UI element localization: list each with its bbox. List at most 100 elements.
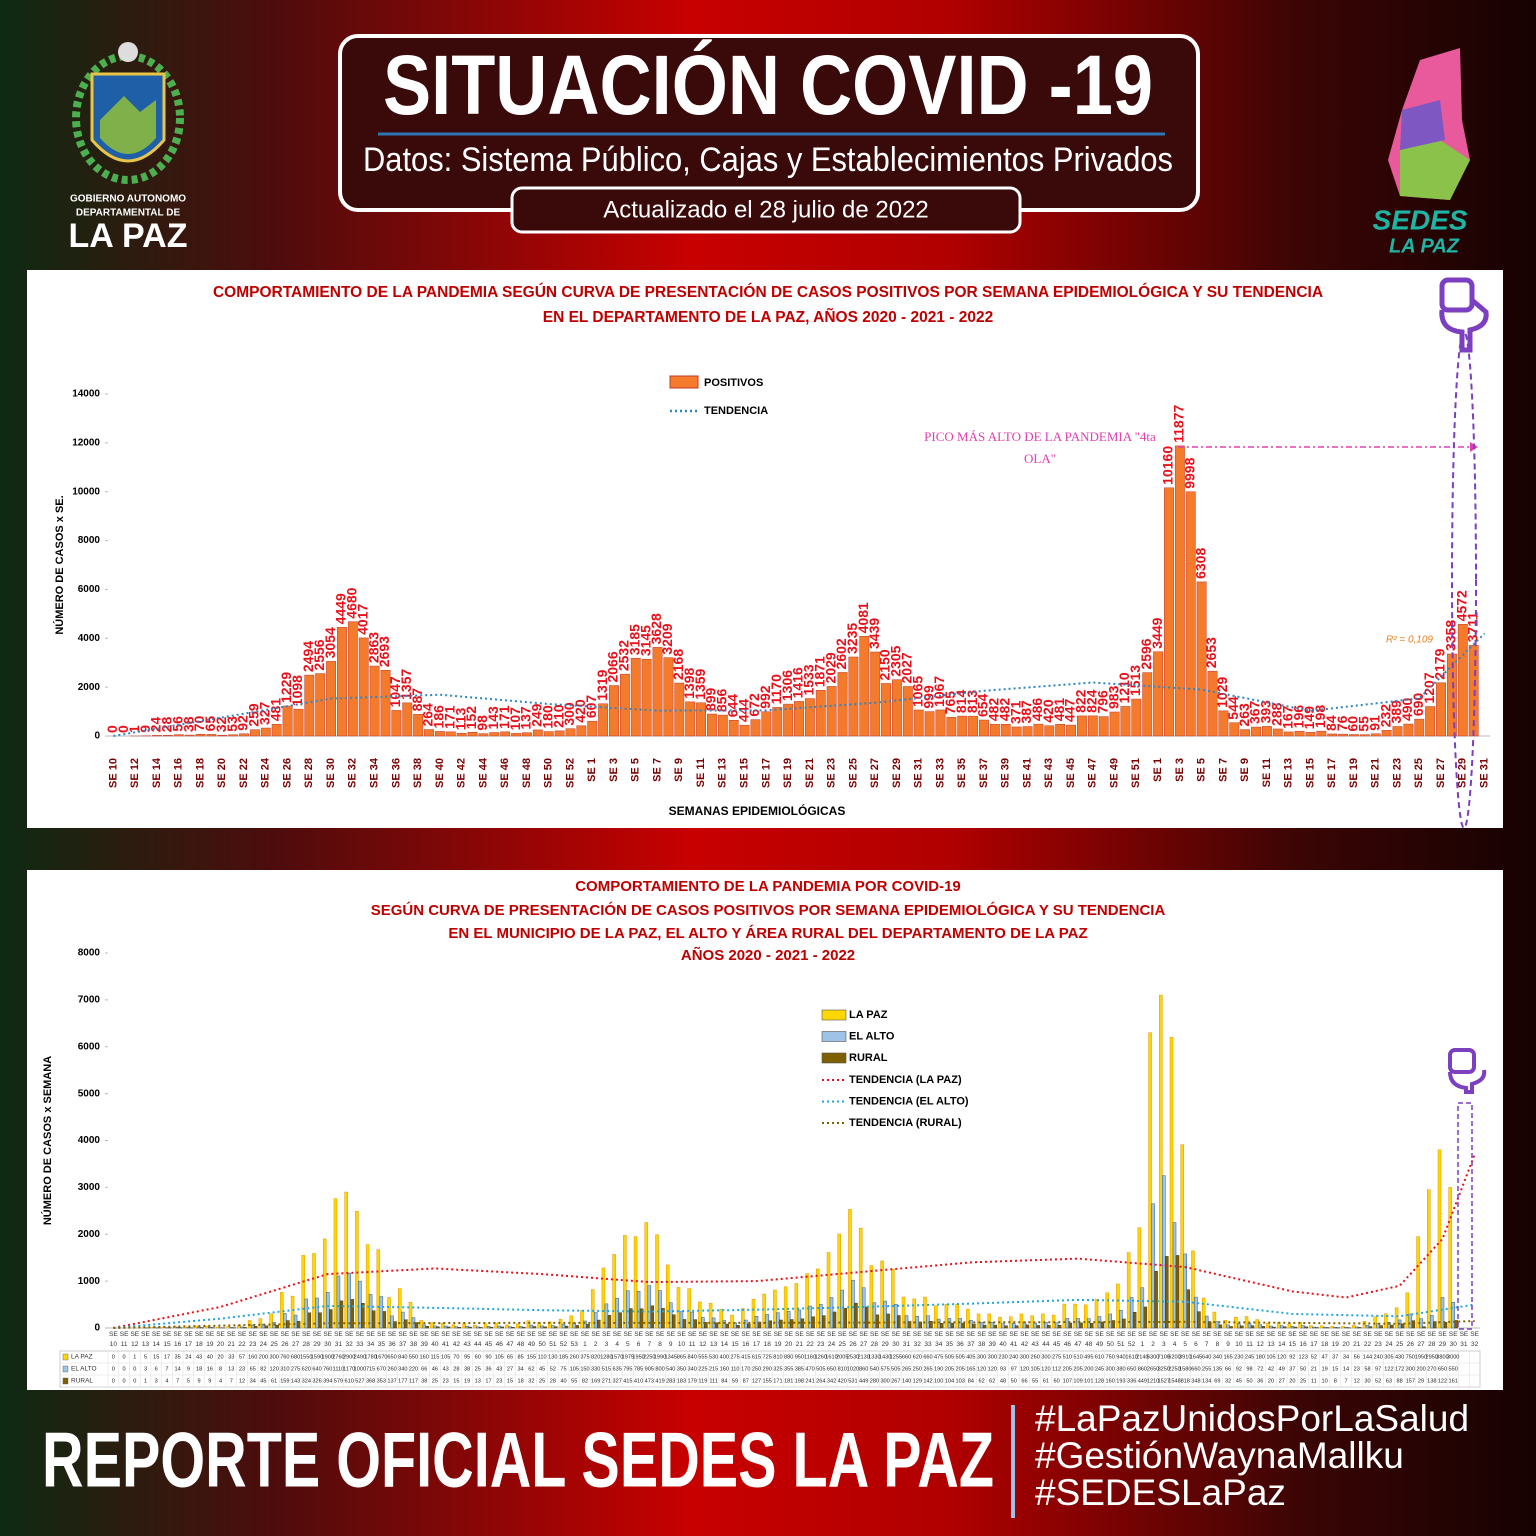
bar [1116,1283,1120,1329]
bar [440,1322,445,1329]
bar [1408,1313,1413,1329]
x-tick-label: SE 26 [1406,1331,1415,1348]
x-tick-label: SE 14 [151,757,163,788]
table-cell: 61 [271,1378,277,1384]
table-cell: 82 [260,1366,266,1372]
bar [794,701,804,737]
bar [929,1321,933,1329]
table-cell: 430 [1395,1354,1404,1360]
y-tick-label: 4000 [78,633,101,644]
bar [1142,672,1153,737]
x-tick-label: SE 29 [313,1331,322,1348]
table-cell: 11 [1311,1378,1317,1384]
table-cell: 795 [623,1366,632,1372]
table-cell: 10 [1321,1378,1327,1384]
x-tick-label: SE 50 [538,1331,547,1348]
x-tick-label: SE 16 [741,1331,750,1348]
bar [1143,1306,1148,1329]
table-cell: 449 [859,1378,868,1384]
table-cell: 420 [838,1378,847,1384]
x-tick-label: SE 35 [956,758,968,788]
bar [619,673,630,737]
bar [789,1319,794,1329]
x-tick-label: SE 18 [1320,1331,1329,1348]
table-cell: 120 [988,1366,997,1372]
table-cell: 1950 [632,1354,644,1360]
table-cell: 6200 [1168,1354,1180,1360]
x-tick-label: SE 48 [1084,1331,1093,1348]
bar [826,686,837,737]
bar [1430,1315,1434,1329]
logo-left-line: GOBIERNO AUTONOMO [70,194,186,205]
bar [271,723,282,737]
table-cell: 101 [1084,1378,1093,1384]
data-label: 171 [496,705,512,729]
bar [747,1323,751,1329]
table-cell: 1330 [868,1354,880,1360]
table-cell: 120 [977,1366,986,1372]
bar [465,1325,469,1329]
table-row-label: LA PAZ [71,1354,93,1361]
bar [652,647,663,737]
data-label: 259 [246,703,262,727]
table-cell: 300 [977,1354,986,1360]
table-cell: 495 [1084,1354,1093,1360]
x-tick-label: SE 34 [934,1331,943,1348]
bar [518,1326,523,1329]
table-cell: 66 [1021,1378,1027,1384]
table-cell: 615 [752,1354,761,1360]
table-cell: 0 [123,1378,126,1384]
table-cell: 1570 [611,1354,623,1360]
logo-right-line: LA PAZ [1389,235,1460,257]
bar [433,1325,437,1329]
x-tick-label: SE 1 [1138,1331,1147,1348]
bar [1440,1297,1445,1329]
bar [623,1235,627,1329]
table-cell: 50 [1300,1366,1306,1372]
table-cell: 69 [1214,1378,1220,1384]
data-label: 1229 [278,672,294,703]
table-cell: 170 [741,1366,750,1372]
table-cell: 84 [721,1378,727,1384]
hashtag: #GestiónWaynaMallku [1035,1435,1404,1476]
data-label: 56 [169,716,185,732]
table-cell: 240 [1009,1354,1018,1360]
table-cell: 1780 [364,1354,376,1360]
chart-bottom: COMPORTAMIENTO DE LA PANDEMIA POR COVID-… [41,878,1481,1388]
table-cell: 14 [175,1366,181,1372]
hand-finger [1439,298,1489,353]
table-cell: 49 [1279,1366,1285,1372]
table-cell: 155 [763,1378,772,1384]
table-cell: 245 [1245,1354,1254,1360]
bar [1448,1187,1452,1329]
bar [1004,1325,1008,1329]
table-cell: 70 [453,1354,459,1360]
x-tick-label: SE 30 [323,1331,332,1348]
table-cell: 34 [518,1366,524,1372]
x-tick-label: SE 42 [1020,1331,1029,1348]
annotation: PICO MÁS ALTO DE LA PANDEMIA "4ta [924,429,1156,444]
table-cell: 240 [1374,1354,1383,1360]
x-tick-label: SE 29 [1438,1331,1447,1348]
bar [843,1308,847,1329]
table-cell: 250 [913,1366,922,1372]
x-tick-label: SE 43 [1031,1331,1040,1348]
bar [618,1312,622,1329]
table-cell: 150 [580,1366,589,1372]
bar [1196,581,1207,737]
bar [644,1222,649,1329]
bar [1379,1325,1383,1329]
table-cell: 23 [496,1378,502,1384]
data-label: 263 [1236,703,1252,727]
x-tick-label: SE 31 [1478,758,1490,788]
table-cell: 42 [1268,1366,1274,1372]
x-tick-label: SE 34 [369,757,381,788]
x-tick-label: SE 3 [602,1331,611,1348]
table-cell: 75 [560,1366,566,1372]
table-cell: 330 [591,1366,600,1372]
bar [708,1302,713,1329]
bar [904,1315,909,1329]
bar [401,1311,405,1329]
table-cell: 650 [827,1366,836,1372]
